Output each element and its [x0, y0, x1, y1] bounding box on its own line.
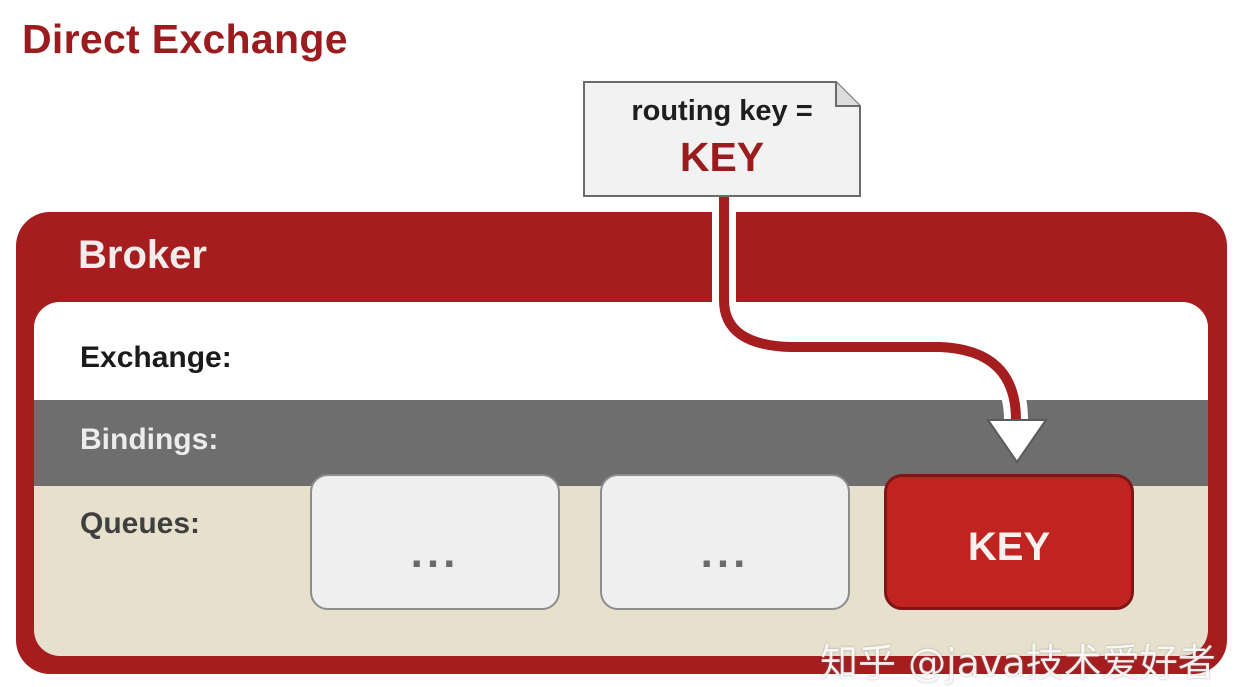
diagram-title: Direct Exchange — [22, 16, 348, 62]
queue-box-key-label: KEY — [967, 524, 1051, 569]
queue-box-key: KEY — [884, 474, 1134, 610]
routing-key-label: routing key = — [631, 95, 813, 127]
message-note-fold-icon — [835, 82, 860, 107]
watermark: 知乎 @java技术爱好者 — [820, 641, 1216, 685]
queue-box-2-label: ... — [700, 528, 750, 577]
routing-path — [719, 191, 1021, 425]
broker-label: Broker — [78, 233, 207, 277]
queue-box-1-label: ... — [410, 528, 460, 577]
routing-arrow-head-icon — [986, 419, 1048, 464]
queues-label: Queues: — [80, 507, 201, 540]
bindings-label: Bindings: — [80, 423, 219, 456]
exchange-label: Exchange: — [80, 341, 232, 374]
queue-box-2: ... — [600, 474, 850, 610]
message-note-shape — [583, 81, 861, 197]
queue-box-1: ... — [310, 474, 560, 610]
routing-path-outline — [712, 184, 1028, 432]
routing-key-value: KEY — [679, 134, 765, 180]
